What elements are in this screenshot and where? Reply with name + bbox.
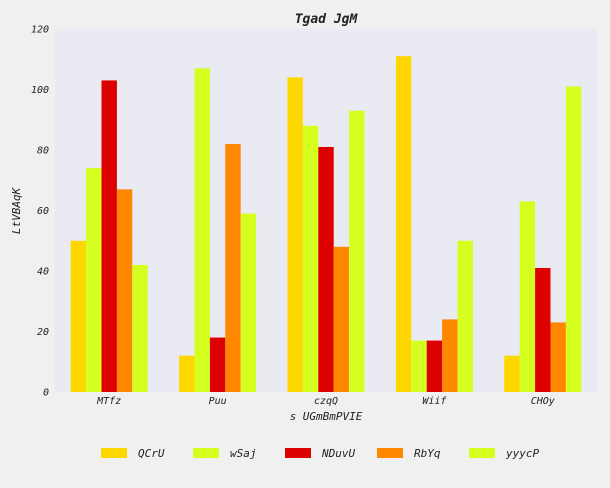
bar-QCrU-czqQ xyxy=(287,77,303,393)
y-axis-ticks: 0 20 40 60 80 100 120 xyxy=(31,25,49,399)
y-axis-label: LtVBAqK xyxy=(10,186,23,234)
bar-QCrU-Puu xyxy=(179,355,195,392)
bar-NDuvU-Puu xyxy=(209,337,226,392)
legend-swatch xyxy=(101,448,127,458)
x-tick-label: Wiif xyxy=(422,396,447,407)
y-tick-label: 20 xyxy=(37,327,49,338)
y-tick-label: 100 xyxy=(31,85,49,96)
legend-label: QCrU xyxy=(138,447,165,460)
x-tick-label: czqQ xyxy=(314,396,338,407)
bar-RbYq-Puu xyxy=(225,143,241,392)
bar-NDuvU-Wiif xyxy=(426,340,443,392)
x-axis-label: s UGmBmPVIE xyxy=(290,410,363,423)
bar-yyycP-CHOy xyxy=(565,86,582,392)
bar-yyycP-Wiif xyxy=(457,240,473,392)
x-tick-label: CHOy xyxy=(531,396,555,407)
legend: QCrU wSaj NDuvU RbYq yyycP xyxy=(101,447,539,460)
y-tick-label: 60 xyxy=(37,206,49,217)
bar-QCrU-MTfz xyxy=(70,240,87,392)
bar-NDuvU-MTfz xyxy=(101,80,117,393)
bar-RbYq-czqQ xyxy=(333,246,350,392)
legend-swatch xyxy=(377,448,403,458)
bar-yyycP-MTfz xyxy=(132,264,148,392)
x-axis-ticks: MTfz Puu czqQ Wiif CHOy xyxy=(96,396,555,407)
bars xyxy=(70,56,582,393)
bar-NDuvU-CHOy xyxy=(535,267,551,392)
y-tick-label: 80 xyxy=(37,146,49,157)
bar-wSaj-Puu xyxy=(194,68,210,392)
y-tick-label: 40 xyxy=(37,267,49,278)
legend-swatch xyxy=(469,448,495,458)
bar-RbYq-CHOy xyxy=(550,322,566,392)
y-tick-label: 0 xyxy=(43,388,49,399)
bar-RbYq-MTfz xyxy=(116,189,133,392)
bar-yyycP-Puu xyxy=(240,213,257,392)
legend-swatch xyxy=(285,448,311,458)
legend-label: RbYq xyxy=(414,447,441,460)
bar-wSaj-CHOy xyxy=(519,201,536,392)
chart-title: Tgad JgM xyxy=(295,12,359,27)
bar-yyycP-czqQ xyxy=(349,110,365,393)
bar-RbYq-Wiif xyxy=(442,319,458,392)
legend-label: NDuvU xyxy=(321,447,355,460)
bar-wSaj-MTfz xyxy=(86,168,102,392)
bar-QCrU-Wiif xyxy=(395,56,412,392)
legend-label: wSaj xyxy=(230,447,257,460)
legend-label: yyycP xyxy=(505,447,539,460)
y-tick-label: 120 xyxy=(31,25,49,36)
x-tick-label: MTfz xyxy=(96,396,121,407)
bar-wSaj-Wiif xyxy=(411,340,427,392)
legend-swatch xyxy=(193,448,219,458)
x-tick-label: Puu xyxy=(209,396,227,407)
bar-QCrU-CHOy xyxy=(504,355,520,392)
bar-NDuvU-czqQ xyxy=(318,146,334,392)
bar-wSaj-czqQ xyxy=(302,125,319,393)
